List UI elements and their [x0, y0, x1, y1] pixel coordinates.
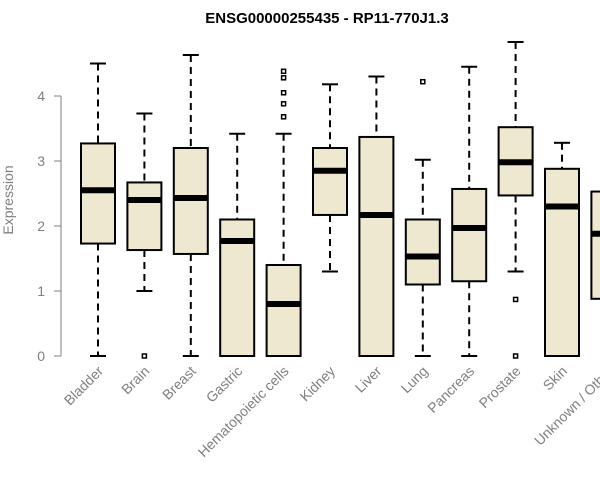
outlier-point [512, 353, 519, 359]
outlier-point [420, 78, 426, 85]
iqr-box [544, 167, 580, 357]
boxes-group [80, 41, 600, 359]
x-tick-label: Pancreas [424, 363, 477, 416]
iqr-box [590, 190, 600, 300]
outlier-point [280, 75, 287, 81]
iqr-box [312, 147, 348, 216]
x-tick-label: Lung [398, 363, 431, 396]
outlier-point [141, 353, 148, 359]
box-11 [590, 190, 600, 300]
box-8 [451, 65, 488, 357]
y-tick-label: 0 [37, 348, 45, 364]
iqr-box [265, 264, 302, 357]
x-tick-label: Hematopoietic cells [195, 363, 292, 460]
y-tick-label: 2 [37, 218, 45, 234]
outlier-point [280, 68, 287, 75]
x-tick-label: Liver [352, 363, 385, 396]
iqr-box [451, 187, 488, 283]
y-tick-label: 3 [37, 153, 45, 169]
y-axis-title: Expression [0, 165, 16, 234]
box-2 [172, 54, 209, 357]
x-tick-label: Brain [118, 363, 152, 397]
x-tick-label: Gastric [203, 363, 246, 406]
box-0 [80, 62, 116, 357]
box-5 [312, 83, 348, 273]
outlier-point [280, 90, 287, 96]
box-3 [219, 132, 256, 357]
x-tick-label: Prostate [476, 363, 524, 411]
box-7 [404, 78, 441, 357]
x-tick-label: Skin [540, 363, 571, 394]
iqr-box [404, 218, 441, 286]
iqr-box [126, 181, 163, 252]
chart-title: ENSG00000255435 - RP11-770J1.3 [205, 10, 449, 27]
box-6 [358, 75, 395, 357]
box-9 [497, 41, 534, 359]
x-tick-label: Kidney [297, 363, 339, 405]
y-tick-label: 4 [37, 88, 45, 104]
box-1 [126, 112, 163, 359]
box-4 [265, 68, 302, 357]
y-tick-label: 1 [37, 283, 45, 299]
iqr-box [80, 142, 116, 245]
iqr-box [358, 135, 395, 357]
x-tick-label: Bladder [61, 363, 107, 409]
outlier-point [280, 114, 287, 120]
outlier-point [280, 101, 287, 107]
y-axis-ticks: 0 1 2 3 4 [37, 88, 61, 364]
box-10 [544, 141, 580, 357]
x-tick-label: Breast [159, 363, 199, 403]
outlier-point [512, 296, 519, 303]
